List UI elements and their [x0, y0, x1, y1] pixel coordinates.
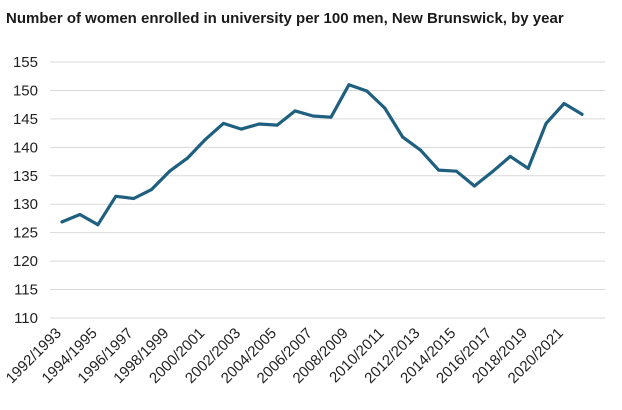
y-axis-tick-labels: 110 115 120 125 130 135 140 145 150 155 — [13, 54, 38, 327]
y-tick-label: 125 — [13, 225, 38, 242]
data-point — [78, 212, 82, 216]
data-point — [508, 154, 512, 158]
data-point — [257, 122, 261, 126]
x-axis-tick-labels: 1992/19931994/19951996/19971998/19992000… — [3, 325, 567, 387]
y-tick-label: 140 — [13, 139, 38, 156]
data-point — [275, 123, 279, 127]
data-point — [168, 169, 172, 173]
y-tick-label: 145 — [13, 111, 38, 128]
series-layer — [60, 83, 584, 227]
data-point — [60, 220, 64, 224]
series-line — [60, 83, 584, 227]
data-point — [96, 223, 100, 227]
data-point — [132, 197, 136, 201]
data-point — [347, 83, 351, 87]
data-point — [186, 156, 190, 160]
data-point — [544, 121, 548, 125]
y-tick-label: 130 — [13, 196, 38, 213]
data-point — [401, 135, 405, 139]
data-point — [329, 115, 333, 119]
data-point — [490, 170, 494, 174]
gridlines — [50, 61, 605, 319]
data-point — [203, 137, 207, 141]
data-point — [311, 114, 315, 118]
y-tick-label: 135 — [13, 168, 38, 185]
data-point — [472, 184, 476, 188]
data-point — [114, 194, 118, 198]
y-tick-label: 115 — [14, 282, 38, 299]
data-point — [580, 112, 584, 116]
data-point — [454, 169, 458, 173]
y-tick-label: 110 — [14, 310, 38, 327]
y-tick-label: 120 — [13, 253, 38, 270]
data-point — [383, 106, 387, 110]
data-point — [526, 166, 530, 170]
data-point — [239, 127, 243, 131]
data-point — [562, 102, 566, 106]
y-tick-label: 150 — [13, 82, 38, 99]
data-point — [293, 109, 297, 113]
y-tick-label: 155 — [13, 54, 38, 71]
data-point — [150, 187, 154, 191]
data-point — [419, 148, 423, 152]
chart-title: Number of women enrolled in university p… — [6, 10, 564, 27]
data-point — [437, 168, 441, 172]
data-point — [221, 121, 225, 125]
data-point — [365, 89, 369, 93]
